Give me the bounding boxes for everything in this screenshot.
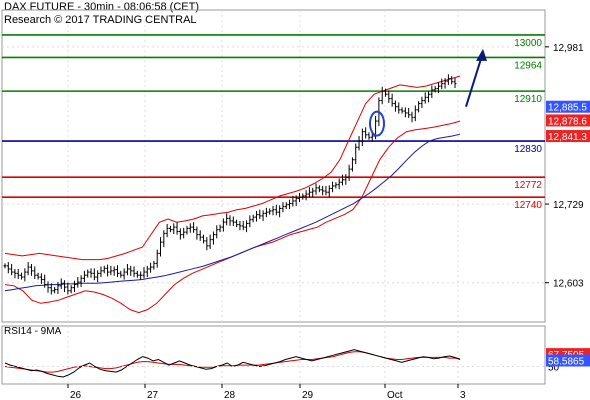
level-label-12964: 12964: [514, 60, 542, 71]
price-tag-12,885.5: 12,885.5: [548, 103, 587, 114]
chart-subtitle: Research © 2017 TRADING CENTRAL: [4, 14, 197, 26]
price-tag-box: [546, 130, 590, 143]
price-axis-label-12,729: 12,729: [553, 200, 584, 211]
bollinger-upper-band: [4, 75, 461, 261]
price-axis: 12,981 12,729 12,603 12,885.5 12,878.6 12,841…: [545, 43, 590, 290]
date-axis-label-26: 26: [70, 390, 82, 400]
date-axis: 26 27 28 29 Oct 3: [67, 384, 466, 400]
moving-average-line: [4, 133, 461, 292]
date-axis-label-29: 29: [302, 390, 314, 400]
price-axis-label-12,603: 12,603: [553, 279, 584, 290]
rsi-panel-title: RSI14 - 9MA: [4, 326, 62, 337]
price-tag-box: [546, 114, 590, 127]
chart-grid: [1, 9, 546, 385]
bollinger-bands: [4, 75, 461, 314]
level-label-12772: 12772: [514, 180, 542, 191]
level-label-12910: 12910: [514, 94, 542, 105]
rsi-tag-box: [546, 354, 590, 367]
price-tag-box: [546, 100, 590, 113]
forecast-arrow-head: [476, 48, 487, 61]
date-axis-label-3: 3: [460, 390, 466, 400]
moving-average: [4, 133, 461, 292]
rsi-axis-label-50: 50: [548, 363, 560, 374]
price-axis-label-12,981: 12,981: [553, 43, 584, 54]
price-tag-12,841.3: 12,841.3: [548, 132, 587, 143]
level-label-13000: 13000: [514, 38, 542, 49]
rsi-panel: 5067.750558.5865: [2, 348, 590, 378]
price-levels: 13000 12964 12910 12830 12772 12740: [2, 34, 545, 211]
price-panel-frame: [1, 9, 546, 323]
level-label-12830: 12830: [514, 144, 542, 155]
rsi-ma-line: [4, 351, 461, 373]
price-tag-12,878.6: 12,878.6: [548, 116, 587, 127]
annotations: [369, 48, 487, 137]
rsi-line: [4, 349, 461, 378]
date-axis-label-27: 27: [147, 390, 159, 400]
candlesticks: [3, 74, 457, 295]
forecast-arrow-shaft: [465, 58, 482, 108]
rsi-panel-frame: [1, 325, 546, 385]
date-axis-label-28: 28: [224, 390, 236, 400]
rsi-tag-58.5865: 58.5865: [548, 356, 585, 367]
highlight-ellipse: [369, 110, 385, 137]
date-axis-label-Oct: Oct: [387, 390, 403, 400]
level-label-12740: 12740: [514, 200, 542, 211]
